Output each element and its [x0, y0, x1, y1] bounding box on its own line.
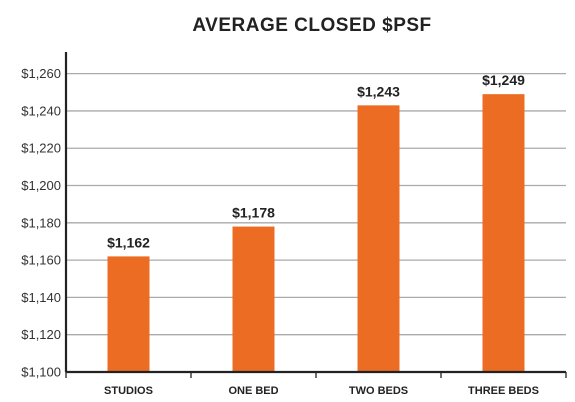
y-tick-label: $1,140 [21, 290, 61, 305]
y-tick-label: $1,240 [21, 103, 61, 118]
y-tick-label: $1,160 [21, 253, 61, 268]
y-tick-label: $1,220 [21, 141, 61, 156]
bars [107, 94, 525, 373]
x-tick-label: THREE BEDS [468, 385, 539, 397]
x-tick-label: ONE BED [228, 385, 278, 397]
data-label: $1,178 [232, 205, 275, 221]
labels: $1,100 $1,120 $1,140 $1,160 $1,180 $1,200 $1,2… [21, 66, 539, 397]
data-label: $1,162 [107, 234, 150, 250]
data-label: $1,249 [482, 72, 525, 88]
y-tick-label: $1,260 [21, 66, 61, 81]
y-tick-label: $1,200 [21, 178, 61, 193]
axes [64, 52, 567, 378]
y-tick-label: $1,180 [21, 215, 61, 230]
x-tick-label: TWO BEDS [349, 385, 408, 397]
y-tick-label: $1,120 [21, 327, 61, 342]
bar-one-bed [232, 226, 275, 372]
y-tick-label: $1,100 [21, 365, 61, 380]
bar-three-beds [482, 94, 525, 373]
bar-two-beds [357, 105, 400, 373]
data-label: $1,243 [357, 83, 400, 99]
chart-title: AVERAGE CLOSED $PSF [192, 15, 431, 36]
x-tick-label: STUDIOS [104, 385, 153, 397]
bar-studios [107, 256, 150, 372]
